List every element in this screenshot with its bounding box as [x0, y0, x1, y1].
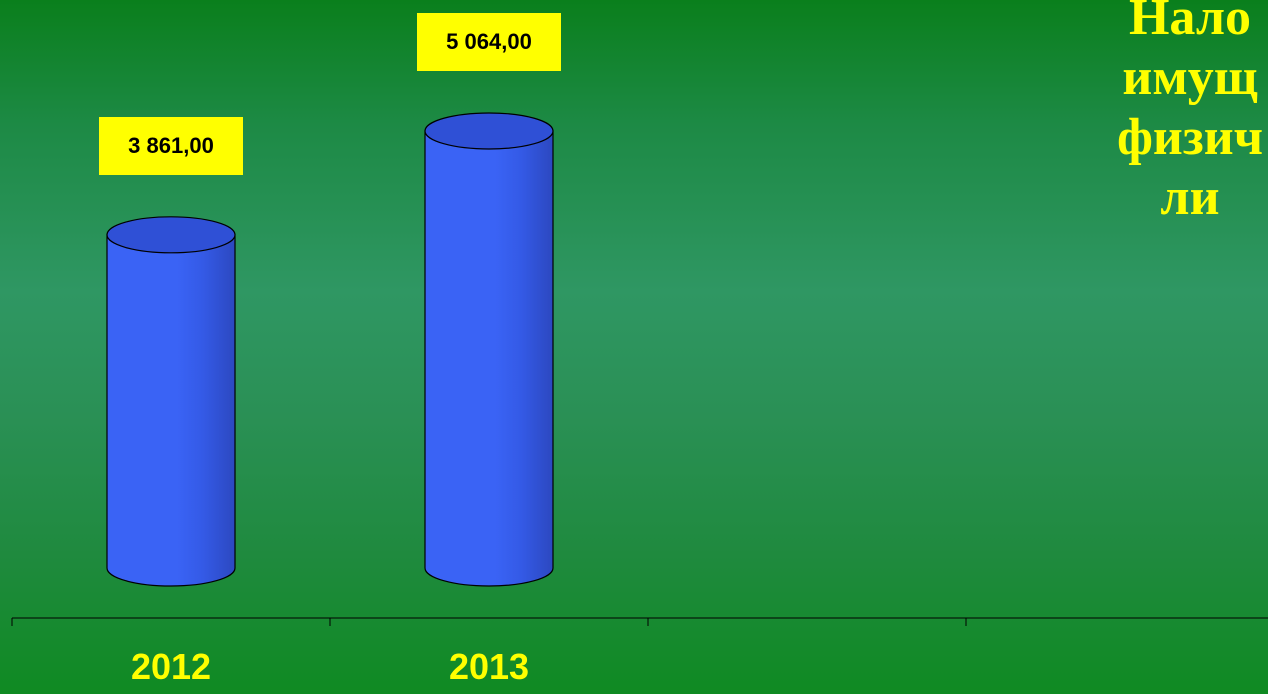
title-line-1: Нало [1128, 0, 1252, 46]
bar-2013 [424, 112, 554, 587]
data-label: 3 861,00 [99, 116, 243, 175]
bar-body [106, 234, 236, 587]
bar-body [424, 130, 554, 587]
x-axis [11, 617, 1268, 626]
chart-title: Нало имущ физич ли [1000, 0, 1268, 228]
x-tick-label: 2013 [448, 646, 530, 687]
data-label: 5 064,00 [417, 12, 561, 71]
x-tick-label: 2012 [130, 646, 212, 687]
title-line-2: имущ [1122, 49, 1258, 106]
bars-group [106, 112, 554, 587]
bar-top [106, 216, 236, 254]
title-line-3: физич [1116, 109, 1264, 166]
bar-top [424, 112, 554, 150]
bar-2012 [106, 216, 236, 587]
title-line-4: ли [1160, 169, 1220, 226]
